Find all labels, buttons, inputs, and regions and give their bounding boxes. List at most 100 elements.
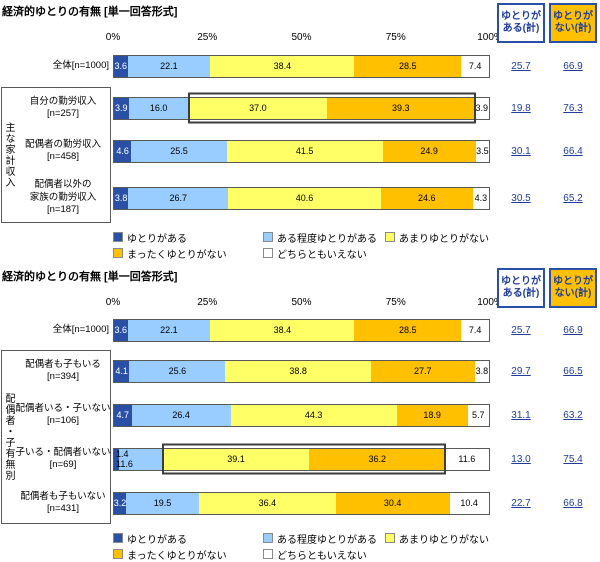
bar-segment-labels: 1.4 11.6 <box>116 449 133 469</box>
summary-value: 29.7 <box>511 365 531 377</box>
axis-tick: 25% <box>197 32 218 43</box>
row-group: 配偶者・子有無別 配偶者も子もいる [n=394] 4.1 25.6 38.8 27.7 3.… <box>0 349 600 525</box>
legend-swatch-icon <box>113 232 123 242</box>
bar-segment: 3.2 <box>114 492 126 514</box>
chart-header: 0% 25% 50% 75% 100% ゆとりが ある(計) ゆとりが ない(計) <box>0 3 600 46</box>
bar-area: 4.1 25.6 38.8 27.7 3.8 <box>113 359 490 383</box>
legend-swatch-icon <box>385 533 395 543</box>
bar-segment: 24.6 <box>380 187 473 209</box>
bar-area: 3.9 16.0 37.0 39.3 3.9 <box>113 92 490 124</box>
legend-item: あまりゆとりがない <box>385 531 489 546</box>
legend-swatch-icon <box>113 533 123 543</box>
bar-segment: 25.5 <box>131 140 227 162</box>
summary-value: 19.8 <box>511 102 531 114</box>
summary-value: 13.0 <box>511 453 531 465</box>
summary-values: 30.1 66.4 <box>497 146 597 157</box>
summary-value: 66.5 <box>563 365 583 377</box>
bar-segment: 41.5 <box>226 140 383 162</box>
summary-headers: ゆとりが ある(計) ゆとりが ない(計) <box>497 3 597 43</box>
legend-label: あまりゆとりがない <box>399 534 489 546</box>
bar-segment: 11.6 <box>445 448 489 470</box>
row-label: 配偶者いる・子いない [n=106] <box>15 402 111 426</box>
bar-segment <box>119 448 163 470</box>
bar-area: 3.6 22.1 38.4 28.5 7.4 <box>113 318 490 342</box>
x-axis: 0% 25% 50% 75% 100% <box>106 18 503 46</box>
legend-item: ある程度ゆとりがある <box>263 230 385 245</box>
summary-value: 66.9 <box>563 60 583 72</box>
legend-label: まったくゆとりがない <box>127 550 227 562</box>
summary-value: 22.7 <box>511 497 531 509</box>
bar-segment: 25.6 <box>129 360 226 382</box>
group-label: 配偶者・子有無別 <box>3 393 14 481</box>
bar-segment: 3.5 <box>475 140 489 162</box>
legend-item: まったくゆとりがない <box>113 547 263 562</box>
stacked-bar: 3.6 22.1 38.4 28.5 7.4 <box>113 318 490 342</box>
bar-segment: 24.9 <box>382 140 476 162</box>
summary-values: 31.1 63.2 <box>497 410 597 421</box>
stacked-bar: 3.2 19.5 36.4 30.4 10.4 <box>113 491 490 515</box>
bar-segment: 38.4 <box>210 319 355 341</box>
bar-segment: 4.6 <box>114 140 132 162</box>
row-label: 配偶者の勤労収入 [n=458] <box>24 138 101 162</box>
summary-values: 19.8 76.3 <box>497 103 597 114</box>
bar-segment: 3.9 <box>114 97 129 119</box>
bar-segment: 36.2 <box>309 448 446 470</box>
bar-segment: 4.7 <box>114 404 132 426</box>
bar-segment: 7.4 <box>461 55 489 77</box>
chart-header: 0% 25% 50% 75% 100% ゆとりが ある(計) ゆとりが ない(計) <box>0 268 600 311</box>
stacked-bar: 4.1 25.6 38.8 27.7 3.8 <box>113 359 490 383</box>
summary-value: 66.4 <box>563 145 583 157</box>
axis-tick: 25% <box>197 297 218 308</box>
bar-segment <box>114 448 120 470</box>
summary-value: 31.1 <box>511 409 531 421</box>
summary-values: 25.7 66.9 <box>497 325 597 336</box>
bar-segment: 28.5 <box>354 55 462 77</box>
summary-value: 25.7 <box>511 324 531 336</box>
stacked-bar: 4.7 26.4 44.3 18.9 5.7 <box>113 403 490 427</box>
row-label: 全体[n=1000] <box>52 59 109 71</box>
summary-value: 30.1 <box>511 145 531 157</box>
bar-segment: 38.4 <box>210 55 355 77</box>
legend-label: あまりゆとりがない <box>399 233 489 245</box>
bar-area: 39.1 36.2 11.6 1.4 11.6 <box>113 443 490 475</box>
legend-item: ゆとりがある <box>113 230 263 245</box>
rows: 全体[n=1000] 3.6 22.1 38.4 28.5 7.4 25.7 66.9 配偶者・… <box>0 311 600 525</box>
legend-label: どちらともいえない <box>277 249 367 261</box>
legend: ゆとりがある ある程度ゆとりがある あまりゆとりがない まったくゆとりがない どちらとも… <box>113 229 600 261</box>
chart-row: 配偶者いる・子いない [n=106] 4.7 26.4 44.3 18.9 5.7 31.1 6… <box>0 393 600 437</box>
bar-segment: 30.4 <box>335 492 450 514</box>
bar-segment: 26.7 <box>128 187 229 209</box>
axis-tick: 75% <box>385 32 406 43</box>
legend-row: まったくゆとりがない どちらともいえない <box>113 546 600 562</box>
legend-swatch-icon <box>263 533 273 543</box>
legend-swatch-icon <box>263 232 273 242</box>
chart-row: 全体[n=1000] 3.6 22.1 38.4 28.5 7.4 25.7 66.9 <box>0 311 600 349</box>
bar-segment: 27.7 <box>370 360 475 382</box>
legend-row: ゆとりがある ある程度ゆとりがある あまりゆとりがない <box>113 229 600 245</box>
legend-swatch-icon <box>263 248 273 258</box>
legend: ゆとりがある ある程度ゆとりがある あまりゆとりがない まったくゆとりがない どちらとも… <box>113 530 600 562</box>
stacked-bar: 3.6 22.1 38.4 28.5 7.4 <box>113 54 490 78</box>
stacked-bar: 3.8 26.7 40.6 24.6 4.3 <box>113 186 490 210</box>
chart-row: 配偶者の勤労収入 [n=458] 4.6 25.5 41.5 24.9 3.5 30.1 66.… <box>0 130 600 172</box>
legend-row: まったくゆとりがない どちらともいえない <box>113 245 600 261</box>
bar-segment: 44.3 <box>230 404 397 426</box>
bar-segment: 19.5 <box>126 492 200 514</box>
axis-tick: 0% <box>105 32 121 43</box>
bar-segment: 39.1 <box>162 448 310 470</box>
legend-swatch-icon <box>113 248 123 258</box>
summary-value: 75.4 <box>563 453 583 465</box>
axis-tick: 0% <box>105 297 121 308</box>
legend-item: ある程度ゆとりがある <box>263 531 385 546</box>
chart-row: 配偶者も子もいない [n=431] 3.2 19.5 36.4 30.4 10.4 22.7 6… <box>0 481 600 525</box>
x-axis: 0% 25% 50% 75% 100% <box>106 283 503 311</box>
rows: 全体[n=1000] 3.6 22.1 38.4 28.5 7.4 25.7 66.9 主な家計… <box>0 46 600 224</box>
bar-area: 3.8 26.7 40.6 24.6 4.3 <box>113 186 490 210</box>
axis-tick: 75% <box>385 297 406 308</box>
row-label: 子いる・配偶者いない [n=69] <box>15 446 111 470</box>
summary-values: 30.5 65.2 <box>497 193 597 204</box>
summary-values: 29.7 66.5 <box>497 366 597 377</box>
legend-label: どちらともいえない <box>277 550 367 562</box>
bar-segment: 28.5 <box>354 319 462 341</box>
